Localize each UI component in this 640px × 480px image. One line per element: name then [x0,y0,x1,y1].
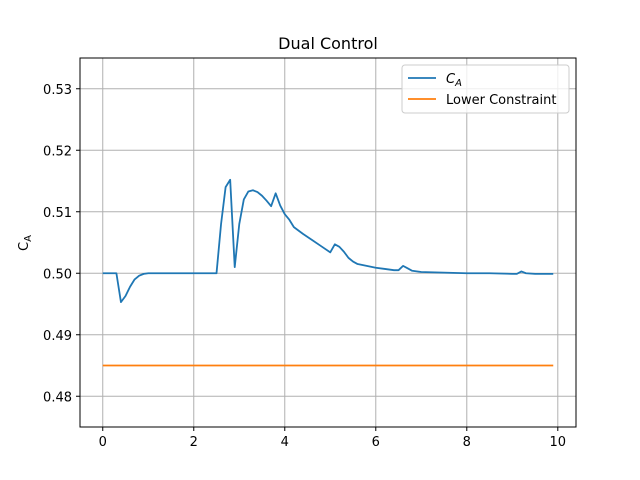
legend-box [401,64,570,114]
y-tick-label: 0.52 [43,144,72,159]
axes-frame [79,57,577,428]
series-line-c-a [102,178,554,304]
y-tick-label: 0.53 [43,83,72,98]
plot-lines [102,178,554,367]
legend-label-ca: CA [446,72,462,89]
x-tick-label: 10 [550,435,567,450]
x-tick-label: 6 [372,435,380,450]
y-tick-label: 0.51 [43,206,72,221]
x-tick-label: 8 [463,435,471,450]
x-tick-label: 2 [190,435,198,450]
legend-label-lower-constraint: Lower Constraint [446,93,556,108]
y-tick-label: 0.48 [43,390,72,405]
x-tick-label: 4 [281,435,289,450]
chart-title: Dual Control [278,34,378,53]
y-tick-label: 0.49 [43,329,72,344]
x-tick-label: 0 [99,435,107,450]
legend: CA Lower Constraint [401,64,570,114]
ticks: 0 2 4 6 8 10 0.48 0.49 0.50 0.51 0.52 0.53 [43,83,566,450]
y-tick-label: 0.50 [43,267,72,282]
